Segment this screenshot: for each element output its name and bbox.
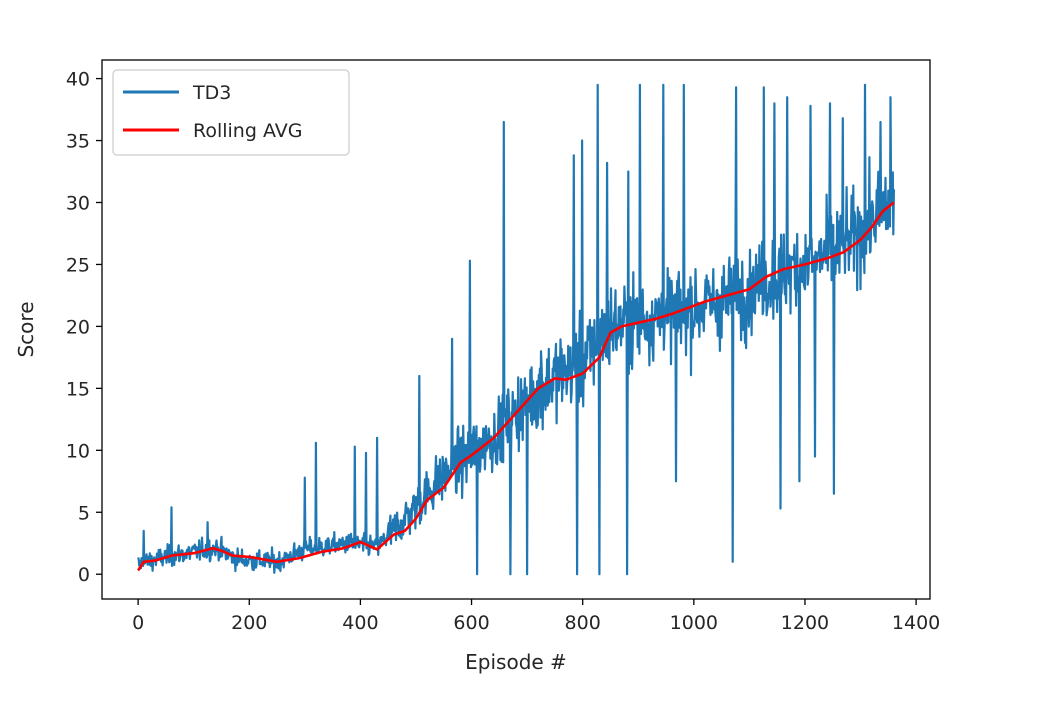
series-line-rolling-avg: [137, 201, 895, 572]
x-axis-label: Episode #: [465, 650, 567, 674]
x-tick-label: 800: [565, 612, 601, 634]
x-tick-label: 1000: [670, 612, 718, 634]
x-tick-label: 400: [342, 612, 378, 634]
y-tick-label: 20: [66, 316, 90, 338]
plot-area: [137, 83, 895, 576]
legend-label-rolling-avg: Rolling AVG: [193, 120, 302, 142]
series-line-td3: [137, 83, 895, 576]
legend-label-td3: TD3: [192, 82, 231, 104]
y-tick-label: 30: [66, 192, 90, 214]
x-tick-label: 0: [132, 612, 144, 634]
y-tick-label: 0: [78, 564, 90, 586]
y-tick-label: 5: [78, 502, 90, 524]
y-tick-label: 40: [66, 69, 90, 91]
x-tick-label: 600: [453, 612, 489, 634]
plot-frame: [101, 59, 931, 600]
x-tick-label: 200: [231, 612, 267, 634]
x-tick-label: 1200: [781, 612, 829, 634]
y-tick-label: 35: [66, 131, 90, 153]
y-axis-label: Score: [14, 301, 38, 357]
x-tick-label: 1400: [892, 612, 940, 634]
y-tick-label: 10: [66, 440, 90, 462]
y-tick-label: 25: [66, 254, 90, 276]
axes: 0 200 400 600 800 1000 1200 1400 0 5 10 15 20 25 30 35 4…: [66, 59, 940, 634]
y-tick-label: 15: [66, 378, 90, 400]
legend: TD3 Rolling AVG: [112, 69, 350, 156]
